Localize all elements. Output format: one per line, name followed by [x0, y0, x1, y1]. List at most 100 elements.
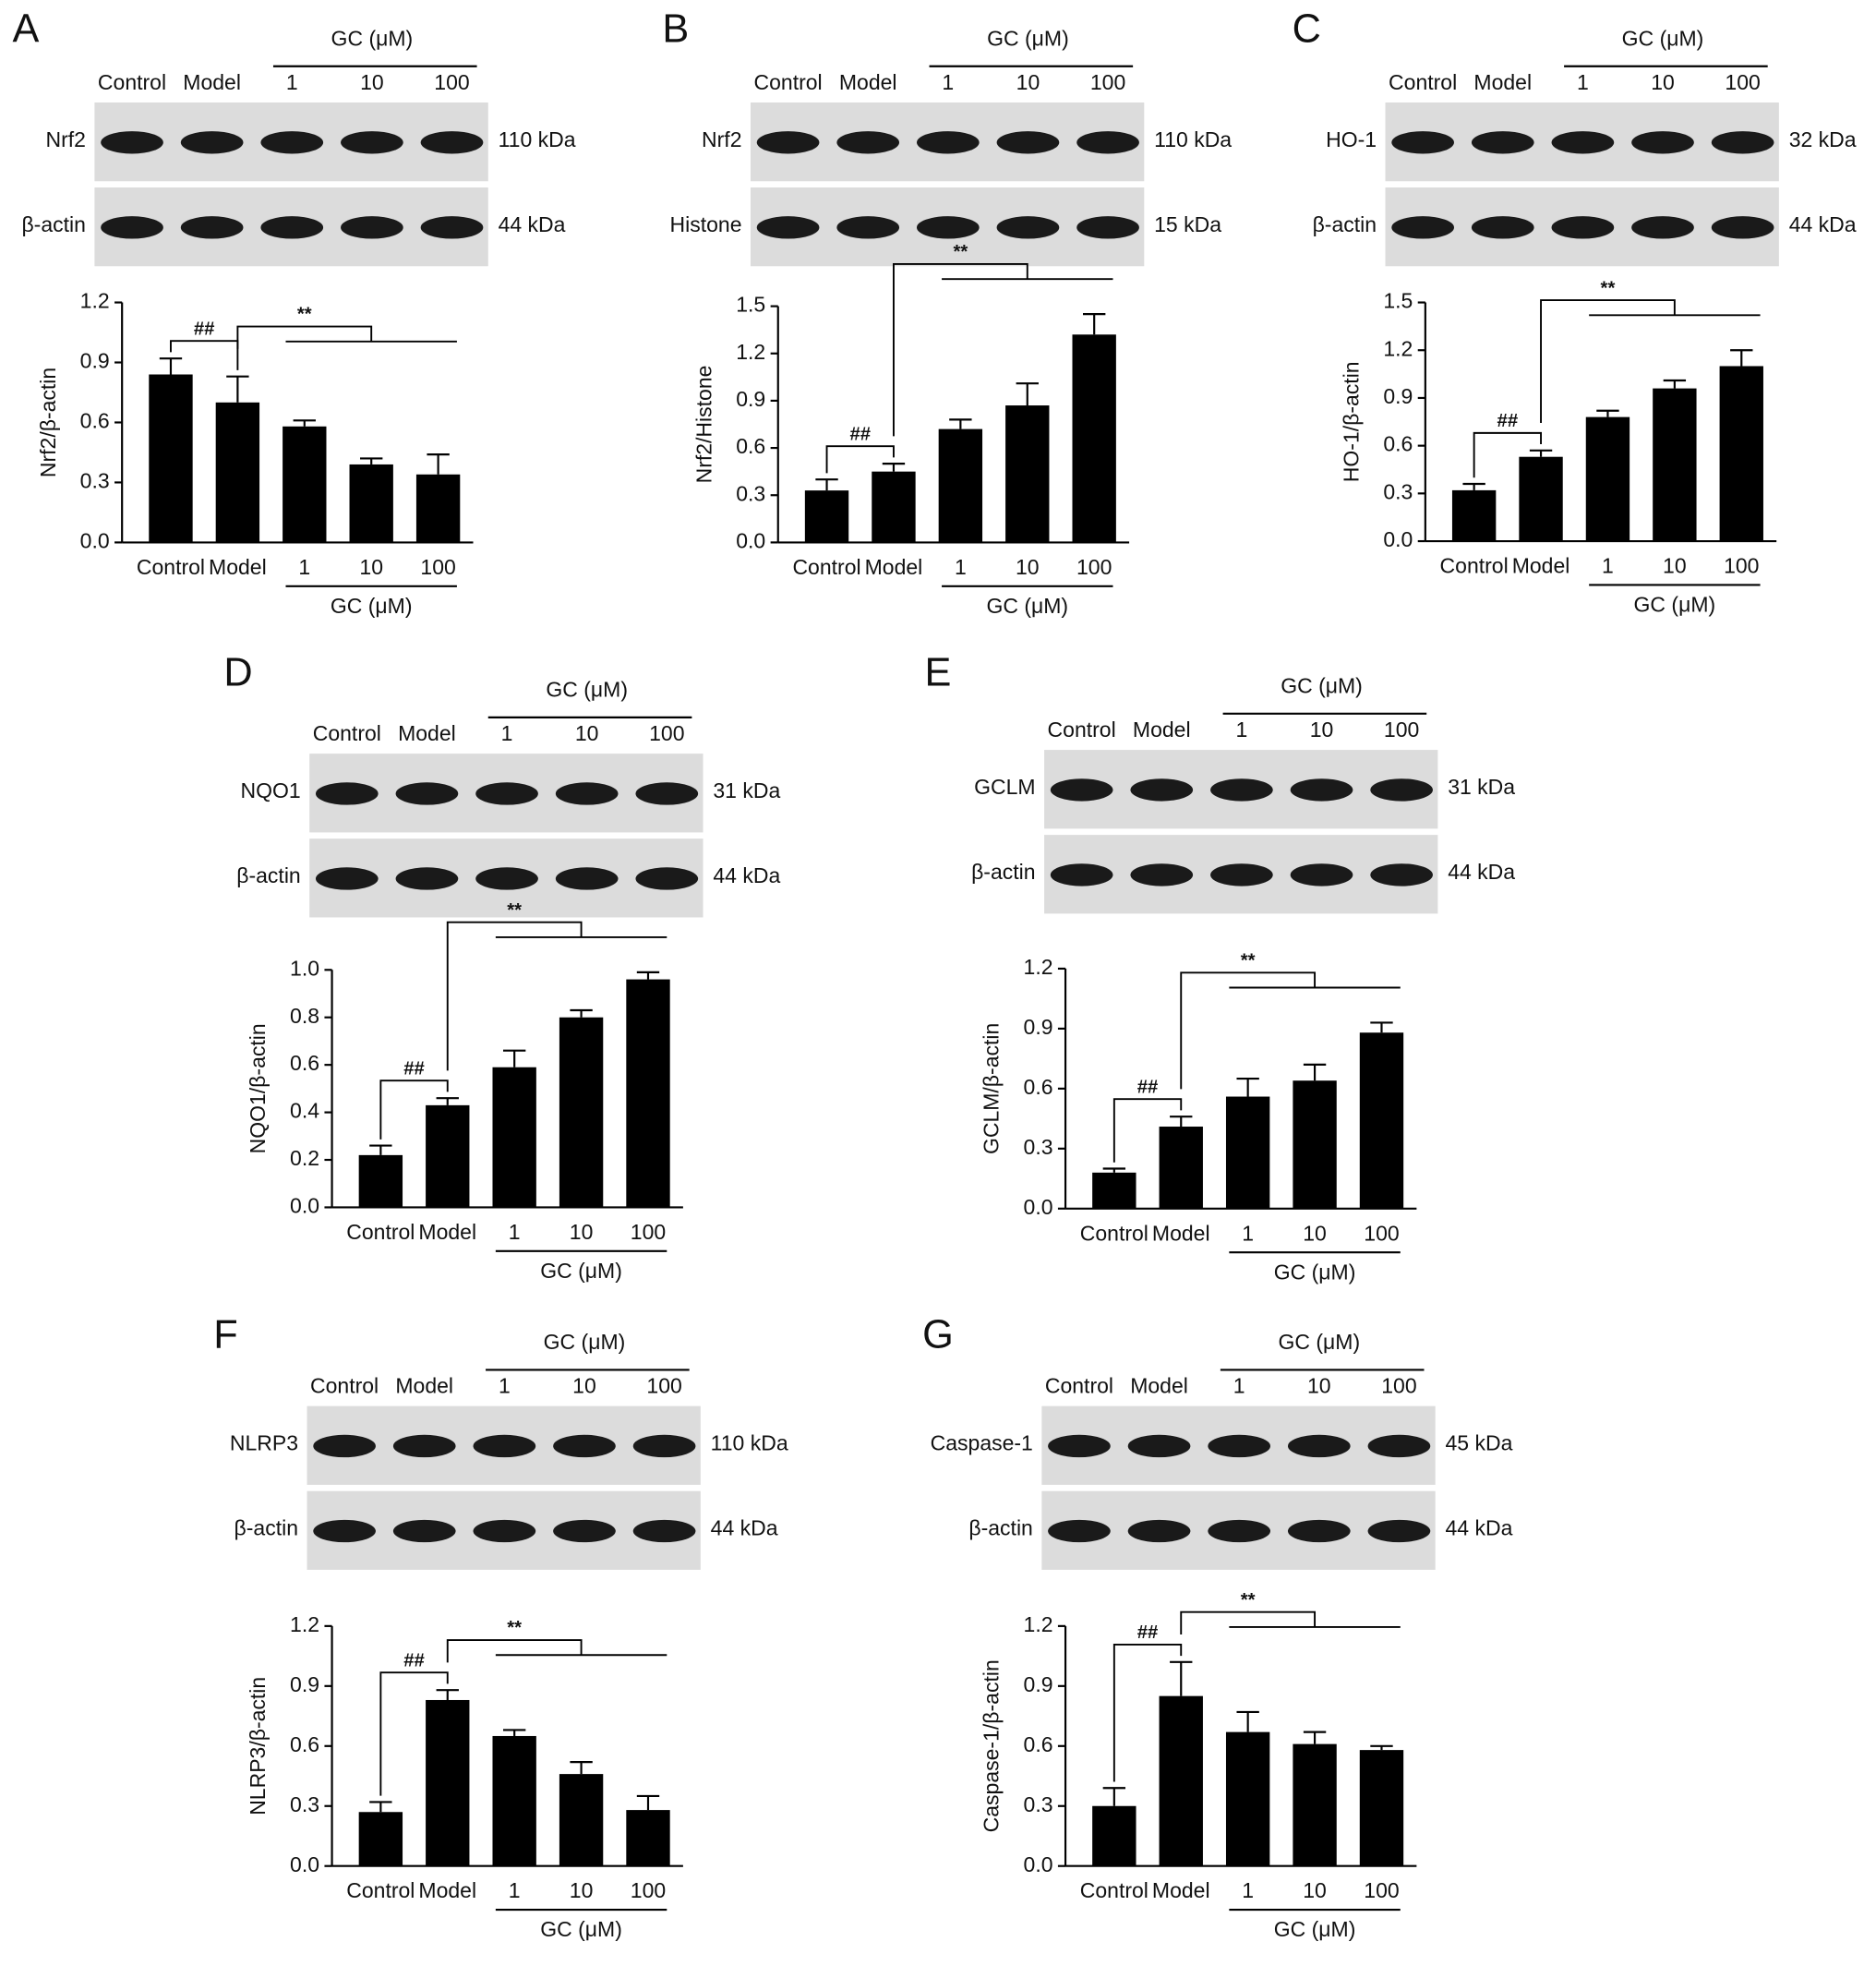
x-group-label: GC (μM)	[540, 1917, 622, 1941]
bracket	[446, 921, 667, 1071]
blot-band	[1210, 863, 1273, 887]
protein-label: β-actin	[236, 863, 300, 887]
blot-band	[1367, 1434, 1431, 1458]
y-tick-label: 0.9	[1024, 1015, 1053, 1039]
blot-lane-label: Control	[98, 70, 166, 94]
blot-lane-label: 1	[501, 721, 513, 745]
y-axis-label: GCLM/β-actin	[980, 1023, 1004, 1154]
blot-band	[1050, 863, 1113, 887]
annotation: **	[1241, 1590, 1256, 1610]
size-label: 110 kDa	[711, 1431, 788, 1455]
blot-band	[756, 131, 820, 154]
bar	[1653, 388, 1697, 542]
x-tick-label: 10	[570, 1220, 594, 1244]
blot-band	[1210, 778, 1273, 802]
y-tick-label: 0.3	[290, 1792, 319, 1816]
protein-label: GCLM	[974, 775, 1035, 799]
bracket	[1180, 971, 1401, 1090]
blot-lane-label: Control	[1389, 70, 1457, 94]
annotation: **	[507, 900, 522, 921]
size-label: 45 kDa	[1446, 1431, 1513, 1455]
blot-lane-label: 100	[1384, 718, 1419, 742]
size-label: 110 kDa	[1154, 127, 1232, 151]
blot-band	[1711, 131, 1774, 154]
x-group-label: GC (μM)	[331, 594, 413, 618]
x-tick-label: 1	[1602, 554, 1614, 578]
x-tick-label: 1	[955, 555, 967, 579]
blot-group-label: GC (μM)	[987, 26, 1069, 50]
panel-label: C	[1293, 6, 1321, 51]
blot-lane-label: Control	[313, 721, 381, 745]
bar	[283, 426, 327, 543]
blot-band	[553, 1434, 616, 1458]
x-tick-label: Control	[1440, 554, 1509, 578]
bar	[1092, 1805, 1136, 1866]
x-tick-label: Control	[792, 555, 860, 579]
bar	[559, 1017, 604, 1208]
x-group-label: GC (μM)	[1274, 1917, 1356, 1941]
x-group-label: GC (μM)	[986, 594, 1068, 618]
bar	[626, 1810, 670, 1866]
x-tick-label: 1	[509, 1220, 521, 1244]
blot-band	[473, 1434, 536, 1458]
blot-band	[180, 131, 244, 154]
panel-label: G	[922, 1313, 954, 1357]
blot-group-label: GC (μM)	[1281, 673, 1363, 697]
blot-band	[1048, 1434, 1111, 1458]
x-tick-label: 100	[1364, 1878, 1399, 1902]
blot-band	[555, 867, 619, 890]
blot-band	[1127, 1434, 1191, 1458]
y-tick-label: 1.2	[1383, 336, 1413, 360]
x-tick-label: 10	[1303, 1221, 1327, 1245]
size-label: 44 kDa	[711, 1516, 778, 1540]
blot-band	[553, 1519, 616, 1543]
blot-band	[1391, 131, 1454, 154]
y-tick-label: 0.3	[1383, 479, 1413, 503]
blot-band	[1287, 1434, 1351, 1458]
blot-lane-label: 10	[1651, 70, 1675, 94]
x-group-label: GC (μM)	[1634, 593, 1716, 617]
annotation: ##	[194, 319, 215, 339]
annotation: **	[1601, 278, 1616, 298]
annotation: ##	[403, 1650, 425, 1670]
y-tick-label: 0.8	[290, 1004, 319, 1028]
blot-band	[1076, 216, 1139, 239]
size-label: 44 kDa	[1448, 860, 1515, 884]
blot-group-label: GC (μM)	[546, 678, 628, 702]
x-tick-label: Control	[137, 555, 205, 579]
blot-band	[1127, 1519, 1191, 1543]
blot-lane-label: 100	[1725, 70, 1760, 94]
protein-label: β-actin	[234, 1516, 298, 1540]
annotation: **	[297, 305, 312, 325]
bar	[1225, 1731, 1270, 1866]
bracket	[1180, 1610, 1401, 1635]
y-tick-label: 0.3	[736, 481, 765, 505]
blot-band	[1631, 216, 1694, 239]
annotation: **	[1241, 950, 1256, 971]
blot-band	[1130, 863, 1194, 887]
y-axis-label: Nrf2/Histone	[691, 366, 716, 484]
blot-band	[916, 216, 980, 239]
annotation: ##	[849, 424, 871, 444]
y-tick-label: 0.0	[80, 528, 110, 552]
blot-band	[260, 131, 324, 154]
bar	[1359, 1032, 1404, 1209]
x-tick-label: Model	[1152, 1221, 1210, 1245]
bracket	[825, 445, 895, 474]
bar	[1072, 334, 1116, 543]
blot-band	[315, 782, 379, 805]
protein-label: β-actin	[971, 860, 1035, 884]
blot-lane-label: 100	[649, 721, 684, 745]
x-tick-label: Control	[346, 1220, 415, 1244]
protein-label: NLRP3	[230, 1431, 298, 1455]
blot-band	[1551, 216, 1615, 239]
y-tick-label: 0.2	[290, 1146, 319, 1170]
blot-lane-label: 10	[1307, 1373, 1331, 1397]
y-tick-label: 0.6	[290, 1732, 319, 1756]
blot-lane-label: 10	[1310, 718, 1334, 742]
bar	[1092, 1172, 1136, 1209]
blot-lane-label: 10	[360, 70, 384, 94]
protein-label: β-actin	[1313, 212, 1377, 236]
protein-label: Histone	[670, 212, 742, 236]
